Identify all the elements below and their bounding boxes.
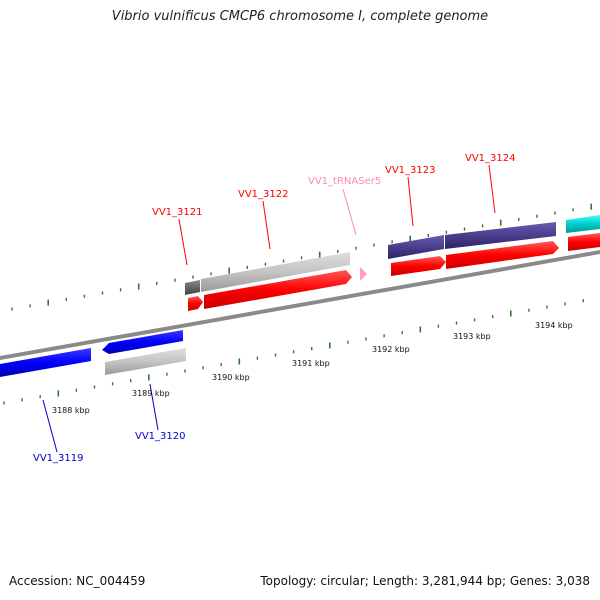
- leader-vv1-3120: [149, 383, 159, 431]
- cds-vv1-3124[interactable]: [446, 241, 559, 269]
- cog-vv1-3120[interactable]: [105, 348, 186, 375]
- position-label: 3189 kbp: [132, 389, 170, 398]
- position-label: 3194 kbp: [535, 321, 573, 330]
- gene-label-vv1-3123[interactable]: VV1_3123: [385, 165, 436, 176]
- trna-vv1-tRNASer5[interactable]: [360, 267, 367, 281]
- reverse-tick-row: [3, 299, 584, 405]
- leader-vv1-3123: [407, 176, 414, 227]
- cds-vv1-3122[interactable]: [204, 270, 352, 309]
- cog-vv1-3121[interactable]: [185, 280, 200, 295]
- cds-vv1-3120[interactable]: [102, 330, 183, 354]
- cog-vv1-3124[interactable]: [445, 222, 556, 249]
- gene-label-vv1-tRNASer5[interactable]: VV1_tRNASer5: [308, 176, 381, 187]
- gene-label-vv1-3121[interactable]: VV1_3121: [152, 207, 203, 218]
- position-label: 3188 kbp: [52, 406, 90, 415]
- cds-vv1-3123[interactable]: [391, 256, 446, 276]
- cds-next[interactable]: [568, 233, 600, 251]
- forward-tick-row: [11, 203, 593, 311]
- cds-vv1-3121[interactable]: [188, 296, 203, 311]
- accession-text: Accession: NC_004459: [9, 574, 146, 588]
- leader-vv1-tRNASer5: [342, 188, 357, 236]
- leader-vv1-3121: [178, 218, 188, 266]
- genome-backbone: [0, 250, 600, 360]
- genome-stats-text: Topology: circular; Length: 3,281,944 bp…: [260, 574, 590, 588]
- cds-vv1-3119[interactable]: [0, 348, 91, 377]
- leader-vv1-3124: [488, 164, 496, 214]
- position-label: 3190 kbp: [212, 373, 250, 382]
- cog-vv1-3122[interactable]: [201, 252, 350, 292]
- position-label: 3191 kbp: [292, 359, 330, 368]
- cog-vv1-3123[interactable]: [388, 235, 444, 259]
- gene-label-vv1-3122[interactable]: VV1_3122: [238, 189, 289, 200]
- leader-vv1-3119: [42, 399, 58, 453]
- position-label: 3192 kbp: [372, 345, 410, 354]
- position-label: 3193 kbp: [453, 332, 491, 341]
- cog-next[interactable]: [566, 215, 600, 233]
- gene-label-vv1-3120[interactable]: VV1_3120: [135, 431, 186, 442]
- leader-vv1-3122: [262, 200, 271, 250]
- map-title: Vibrio vulnificus CMCP6 chromosome I, co…: [111, 9, 489, 24]
- gene-label-vv1-3124[interactable]: VV1_3124: [465, 153, 516, 164]
- gene-label-vv1-3119[interactable]: VV1_3119: [33, 453, 84, 464]
